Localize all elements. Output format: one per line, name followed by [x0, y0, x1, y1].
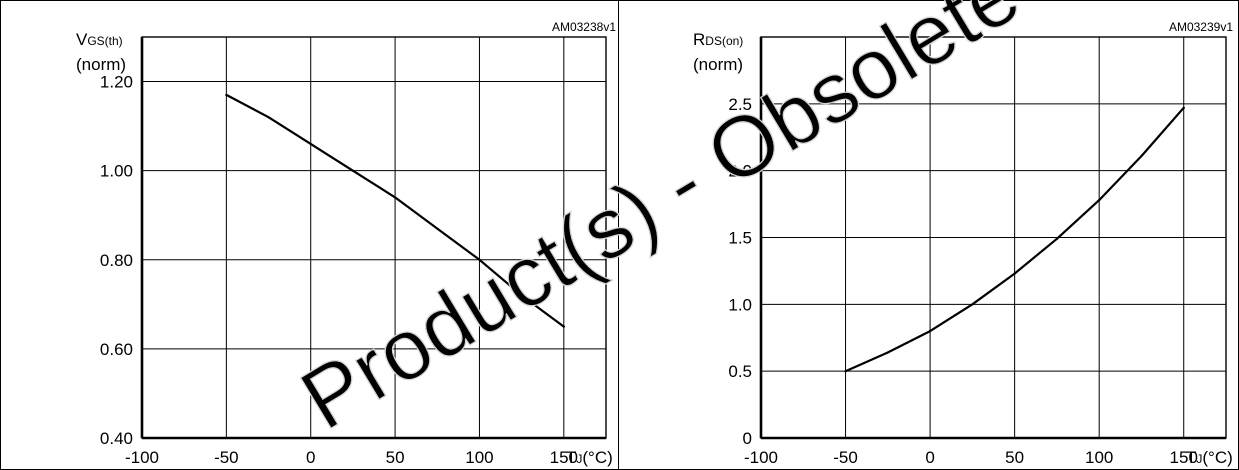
x-tick-label: 50 — [1005, 448, 1024, 467]
data-point — [436, 227, 439, 230]
y-tick-label: 0.40 — [100, 429, 133, 448]
data-point — [886, 351, 889, 354]
x-axis-label-sub: J — [1196, 452, 1202, 466]
x-tick-label: 150 — [550, 448, 578, 467]
x-axis-label-sub: J — [576, 452, 582, 466]
x-axis-label-main: T — [566, 448, 576, 467]
y-axis-label: VGS(th) — [76, 30, 123, 49]
chart-2: 0 0.5 1.0 1.5 2.0 2.5 -100 -50 0 50 100 150 RDS(on) (… — [618, 0, 1239, 470]
data-point — [844, 370, 847, 373]
x-tick-label: -100 — [744, 448, 778, 467]
data-point — [1055, 237, 1059, 240]
x-tick-label: 50 — [386, 448, 405, 467]
figure-code: AM03239v1 — [1169, 20, 1233, 34]
data-point — [562, 325, 565, 328]
x-axis-label-unit: (°C) — [1202, 448, 1232, 467]
figure-code: AM03238v1 — [552, 20, 616, 34]
y-axis-label-sub: DS(on) — [705, 34, 743, 48]
data-point — [309, 142, 312, 146]
y-tick-label: 1.00 — [100, 162, 133, 181]
data-point — [478, 258, 481, 261]
y-axis-label-norm: (norm) — [76, 55, 126, 74]
y-tick-label: 2.0 — [728, 162, 752, 181]
data-point — [1140, 154, 1143, 158]
chart-1: 0.40 0.60 0.80 1.00 1.20 -100 -50 0 50 100 150 VGS(… — [0, 0, 619, 470]
x-axis-label-main: T — [1186, 448, 1196, 467]
x-tick-label: 100 — [465, 448, 493, 467]
data-point — [351, 169, 355, 172]
data-point — [267, 116, 270, 119]
x-axis-label-unit: (°C) — [582, 448, 612, 467]
x-tick-label: 100 — [1085, 448, 1113, 467]
y-tick-label: 0 — [743, 429, 752, 448]
data-point — [1013, 272, 1016, 275]
y-tick-label: 0.5 — [728, 362, 752, 381]
x-axis-label: TJ(°C) — [566, 448, 613, 467]
data-point — [393, 196, 397, 199]
data-point — [225, 93, 228, 97]
x-tick-label: 150 — [1170, 448, 1198, 467]
x-tick-label: -100 — [125, 448, 159, 467]
y-tick-label: 2.5 — [728, 95, 752, 114]
data-point — [1182, 106, 1185, 109]
y-axis-label-main: V — [76, 30, 88, 49]
x-tick-label: -50 — [833, 448, 858, 467]
y-tick-label: 1.5 — [728, 229, 752, 248]
data-point — [928, 329, 932, 333]
y-axis-label-norm: (norm) — [693, 55, 743, 74]
y-axis-label: RDS(on) — [693, 30, 743, 49]
x-tick-label: 0 — [925, 448, 934, 467]
y-tick-label: 0.60 — [100, 340, 133, 359]
plot-area — [142, 37, 606, 438]
data-point — [520, 294, 523, 297]
y-axis-label-main: R — [693, 30, 705, 49]
y-axis-label-sub: GS(th) — [87, 34, 122, 48]
x-axis-label: TJ(°C) — [1186, 448, 1233, 467]
data-point — [971, 303, 974, 306]
y-tick-label: 1.20 — [100, 73, 133, 92]
y-tick-label: 1.0 — [728, 295, 752, 314]
x-tick-label: -50 — [214, 448, 239, 467]
x-tick-label: 0 — [306, 448, 315, 467]
data-point — [1098, 198, 1101, 202]
y-tick-label: 0.80 — [100, 251, 133, 270]
